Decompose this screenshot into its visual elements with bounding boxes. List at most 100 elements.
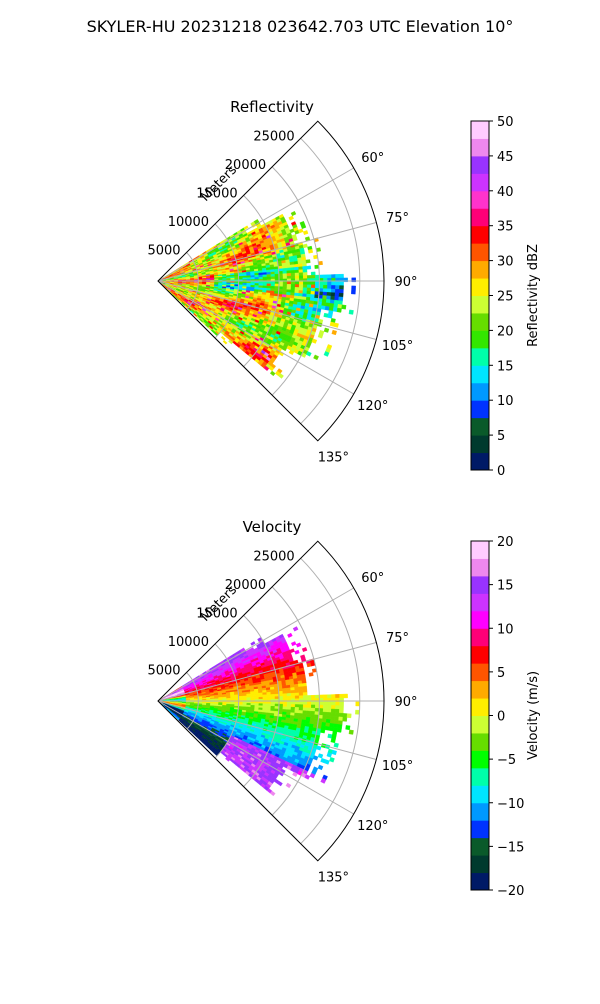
range-tick-label: 20000	[225, 158, 266, 173]
sector-outline	[157, 120, 385, 442]
colorbar-segment	[471, 610, 489, 629]
velocity-panel: Velocity 5000 10000 15000 20000 25000 60° 75° 9…	[147, 518, 541, 899]
azimuth-tick-label: 60°	[361, 151, 384, 166]
colorbar-segment	[471, 225, 489, 244]
colorbar-segment	[471, 435, 489, 454]
colorbar-segment	[471, 312, 489, 331]
colorbar-segment	[471, 138, 489, 157]
colorbar-segment	[471, 593, 489, 612]
velocity-colorbar-label: Velocity (m/s)	[526, 671, 541, 760]
colorbar-segment	[471, 347, 489, 366]
velocity-grid	[157, 540, 385, 862]
reflectivity-panel: Reflectivity 5000 10000 15000 20000 25000 60°…	[147, 98, 541, 479]
colorbar-segment	[471, 400, 489, 419]
reflectivity-grid	[157, 120, 385, 442]
colorbar-segment	[471, 837, 489, 856]
colorbar-tick-label: 10	[497, 394, 514, 409]
colorbar-segment	[471, 190, 489, 209]
velocity-labels: 5000 10000 15000 20000 25000 60° 75° 90° 105° 120…	[147, 549, 417, 885]
figure-title: SKYLER-HU 20231218 023642.703 UTC Elevat…	[87, 17, 514, 36]
colorbar-tick-label: 40	[497, 185, 514, 200]
colorbar-segment	[471, 365, 489, 384]
azimuth-spoke	[157, 700, 354, 815]
colorbar-tick-label: 0	[497, 710, 505, 725]
colorbar-tick-label: −10	[497, 797, 524, 812]
velocity-data	[157, 626, 360, 797]
colorbar-segment	[471, 260, 489, 279]
colorbar-segment	[471, 628, 489, 647]
colorbar-tick-label: 25	[497, 290, 514, 305]
colorbar-segment	[471, 417, 489, 436]
colorbar-segment	[471, 855, 489, 874]
colorbar-segment	[471, 121, 489, 139]
colorbar-segment	[471, 698, 489, 716]
colorbar-tick-label: 5	[497, 429, 505, 444]
colorbar-tick-label: 35	[497, 220, 514, 235]
range-tick-label: 5000	[147, 243, 180, 258]
reflectivity-colorbar: 0 5 10 15 20 25 30 35 40 45 50	[470, 115, 514, 479]
azimuth-tick-label: 120°	[357, 819, 388, 834]
velocity-colorbar: 20 15 10 5 0 −5 −10 −15 −20	[470, 535, 524, 899]
azimuth-spoke	[157, 642, 377, 702]
azimuth-spoke	[157, 280, 377, 340]
colorbar-segment	[471, 382, 489, 401]
reflectivity-colorbar-label: Reflectivity dBZ	[526, 244, 541, 347]
azimuth-spoke	[157, 280, 354, 395]
range-tick-label: 10000	[168, 635, 209, 650]
azimuth-spoke	[157, 587, 354, 702]
colorbar-tick-label: −15	[497, 840, 524, 855]
colorbar-segment	[471, 541, 489, 559]
range-tick-label: 25000	[253, 549, 294, 564]
colorbar-segment	[471, 330, 489, 349]
range-tick-label: 20000	[225, 578, 266, 593]
colorbar-segment	[471, 452, 489, 471]
colorbar-segment	[471, 872, 489, 891]
colorbar-tick-label: 20	[497, 535, 514, 550]
colorbar-segment	[471, 750, 489, 769]
colorbar-segment	[471, 558, 489, 577]
range-tick-label: 10000	[168, 215, 209, 230]
azimuth-spoke	[157, 167, 354, 282]
colorbar-tick-label: 50	[497, 115, 514, 130]
colorbar-segment	[471, 715, 489, 734]
colorbar-segment	[471, 802, 489, 821]
colorbar-tick-label: 15	[497, 579, 514, 594]
colorbar-segment	[471, 173, 489, 192]
colorbar-segment	[471, 278, 489, 296]
azimuth-tick-label: 90°	[394, 695, 417, 710]
range-tick-label: 15000	[196, 186, 237, 201]
azimuth-spoke	[157, 222, 377, 282]
colorbar-tick-label: 20	[497, 324, 514, 339]
colorbar-tick-label: 45	[497, 150, 514, 165]
colorbar-segment	[471, 767, 489, 786]
colorbar-segment	[471, 732, 489, 751]
azimuth-tick-label: 60°	[361, 571, 384, 586]
range-tick-label: 25000	[253, 129, 294, 144]
azimuth-spoke	[157, 700, 377, 760]
sector-outline	[157, 540, 385, 862]
colorbar-segment	[471, 680, 489, 699]
reflectivity-title: Reflectivity	[230, 98, 314, 116]
colorbar-segment	[471, 295, 489, 314]
colorbar-tick-label: 5	[497, 666, 505, 681]
velocity-title: Velocity	[243, 518, 302, 536]
range-tick-label: 15000	[196, 606, 237, 621]
colorbar-segment	[471, 243, 489, 262]
range-tick-label: 5000	[147, 663, 180, 678]
colorbar-tick-label: 30	[497, 255, 514, 270]
colorbar-segment	[471, 785, 489, 804]
azimuth-tick-label: 90°	[394, 275, 417, 290]
azimuth-tick-label: 75°	[386, 631, 409, 646]
colorbar-segment	[471, 208, 489, 227]
colorbar-tick-label: 15	[497, 359, 514, 374]
azimuth-tick-label: 135°	[318, 870, 349, 885]
azimuth-tick-label: 105°	[382, 339, 413, 354]
azimuth-tick-label: 105°	[382, 759, 413, 774]
colorbar-segment	[471, 645, 489, 664]
colorbar-segment	[471, 575, 489, 594]
colorbar-tick-label: 0	[497, 464, 505, 479]
colorbar-tick-label: −5	[497, 753, 516, 768]
colorbar-tick-label: 10	[497, 622, 514, 637]
